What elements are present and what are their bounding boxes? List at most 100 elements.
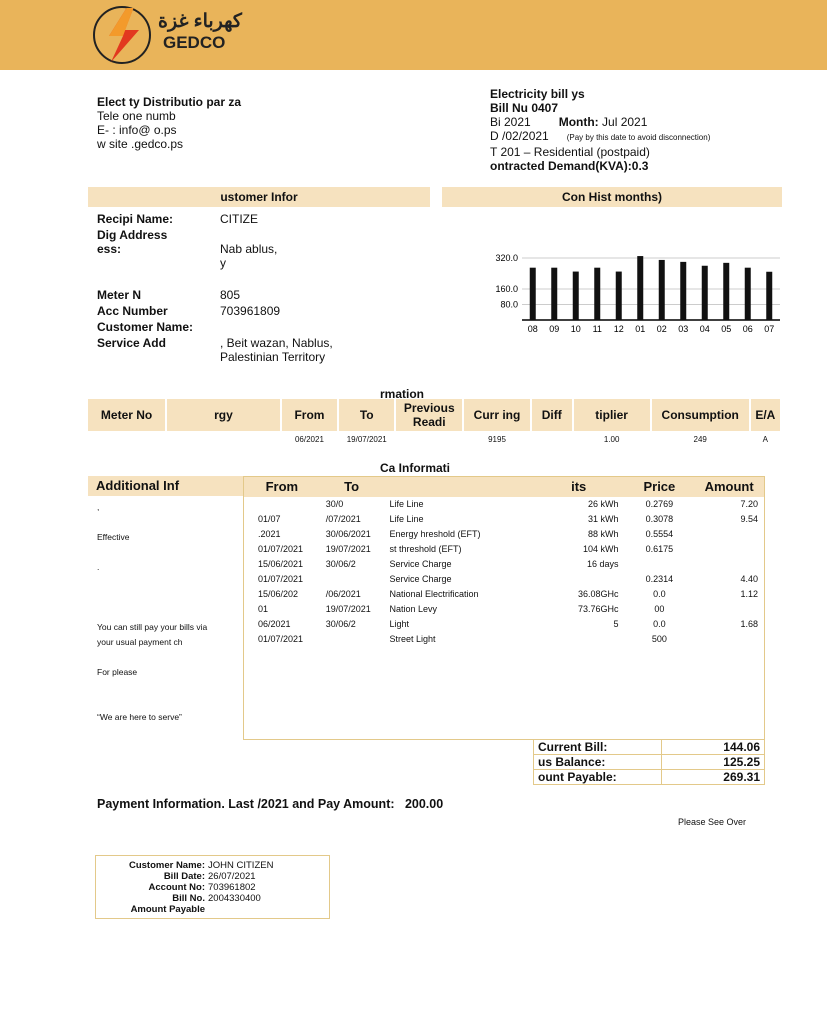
meter-col-header: To: [338, 399, 397, 431]
x-tick-label: 09: [549, 324, 559, 334]
charge-cell: 01: [258, 604, 269, 614]
month-label: Month:: [558, 115, 599, 129]
summary-value: 125.25: [661, 754, 765, 770]
charge-cell: 500: [651, 634, 667, 644]
summary-label: us Balance:: [533, 754, 662, 770]
bar-09: [551, 267, 558, 320]
meter-col-header: Curr ing: [463, 399, 532, 431]
consumption-chart: 80.0 160.0 320.0 08 09 10 11 12 01 02 03 04 05 06 07: [495, 253, 780, 334]
meter-col-header: rgy: [166, 399, 282, 431]
bill-summary: Current Bill: 144.06 us Balance: 125.25 ou…: [533, 739, 765, 785]
customer-row: Recipi Name: CITIZE: [97, 212, 397, 226]
stub-row: Bill Date: 26/07/2021: [104, 871, 321, 882]
charge-row: 01/07 /07/2021 Life Line 31 kWh 0.3078 9.54: [244, 512, 764, 527]
charge-cell: [694, 527, 764, 542]
summary-row: ount Payable: 269.31: [533, 769, 765, 785]
customer-row: Acc Number 703961809: [97, 304, 397, 318]
last-payment-amount: 200.00: [404, 797, 444, 811]
due-date: D /02/2021: [490, 129, 549, 143]
meter-cell: 1.00: [603, 435, 620, 444]
bill-info: Electricity bill ys Bill Nu 0407 Bi 2021…: [490, 87, 790, 173]
consumption-history-header: Con Hist months): [442, 187, 782, 207]
charge-cell: 15/06/2021: [258, 559, 304, 569]
charge-cell: 01/07/2021: [258, 634, 304, 644]
charge-cell: 30/06/2021: [325, 529, 371, 539]
charge-cell: Life Line: [389, 499, 424, 509]
charge-cell: 88 kWh: [588, 529, 619, 539]
meter-col-header: Diff: [530, 399, 574, 431]
charge-cell: 0.0: [653, 589, 666, 599]
summary-row: Current Bill: 144.06: [533, 739, 765, 755]
info-note: .: [97, 562, 100, 572]
y-tick-label: 160.0: [495, 284, 518, 294]
charge-cell: 0.6175: [645, 544, 674, 554]
x-tick-label: 02: [657, 324, 667, 334]
stub-row: Amount Payable: [104, 904, 321, 915]
stub-label: Bill Date:: [163, 871, 205, 882]
customer-row: Customer Name:: [97, 320, 397, 334]
meter-cell: A: [762, 435, 769, 444]
payment-text: Payment Information. Last /2021 and Pay …: [97, 797, 395, 811]
info-note: “We are here to serve”: [97, 712, 182, 722]
bill-number: Bill Nu 0407: [490, 101, 559, 115]
charge-cell: 36.08GHc: [578, 589, 619, 599]
meter-col-header: Previous Readi: [395, 399, 465, 431]
charge-cell: [252, 497, 320, 512]
meter-cell: 19/07/2021: [346, 435, 387, 444]
customer-value: Nab ablus,: [220, 242, 278, 256]
stub-value: 703961802: [208, 882, 256, 893]
meter-cell: 249: [693, 435, 707, 444]
y-tick-label: 320.0: [495, 253, 518, 263]
charge-cell: 0.0: [653, 619, 666, 629]
charge-cell: /07/2021: [325, 514, 361, 524]
stub-value: 2004330400: [208, 893, 261, 904]
charge-cell: [320, 572, 384, 587]
x-tick-label: 12: [614, 324, 624, 334]
tariff: T 201 – Residential (postpaid): [490, 145, 650, 159]
charges-col-header: Price: [643, 479, 676, 494]
info-note: your usual payment ch: [97, 637, 183, 647]
charge-cell: 01/07/2021: [258, 544, 304, 554]
stub-label: Bill No.: [172, 893, 205, 904]
meter-col-header: tiplier: [572, 399, 652, 431]
meter-cell: [531, 431, 573, 448]
charges-col-header: [383, 477, 532, 497]
charge-row: 15/06/202 /06/2021 National Electrificati…: [244, 587, 764, 602]
bill-title: Electricity bill ys: [490, 87, 585, 101]
charges-table: From To its Price Amount 30/0 Life Line 26 kW…: [243, 476, 765, 740]
charge-cell: 0.2769: [645, 499, 674, 509]
charges-col-header: From: [265, 479, 299, 494]
charge-cell: .2021: [258, 529, 281, 539]
logo-text: GEDCO: [163, 33, 226, 52]
logo-text-arabic: كهرباء غزة: [158, 11, 242, 32]
company-name: Elect ty Distributio par za: [97, 95, 242, 109]
info-note: For please: [97, 667, 138, 677]
meter-col-header: Consumption: [650, 399, 751, 431]
charge-cell: 31 kWh: [588, 514, 619, 524]
due-note: (Pay by this date to avoid disconnection…: [566, 133, 711, 142]
header-banner: كهرباء غزة GEDCO: [0, 0, 827, 70]
customer-row: y: [97, 256, 397, 270]
x-tick-label: 06: [743, 324, 753, 334]
charge-cell: /06/2021: [325, 589, 361, 599]
month-value: Jul 2021: [602, 115, 648, 129]
charge-cell: 0.2314: [645, 574, 674, 584]
payment-stub: Customer Name: JOHN CITIZEN Bill Date: 26/0…: [95, 855, 330, 919]
charge-row: 01 19/07/2021 Nation Levy 73.76GHc 00: [244, 602, 764, 617]
please-see-over: Please See Over: [678, 817, 747, 827]
summary-label: ount Payable:: [533, 769, 662, 785]
bar-02: [658, 259, 665, 320]
charge-row: 30/0 Life Line 26 kWh 0.2769 7.20: [244, 497, 764, 512]
meter-cell: [88, 431, 166, 448]
bar-12: [615, 271, 622, 320]
stub-row: Account No: 703961802: [104, 882, 321, 893]
customer-label: Recipi Name:: [97, 212, 174, 226]
x-tick-label: 05: [721, 324, 731, 334]
company-info: Elect ty Distributio par za Tele one num…: [97, 95, 241, 151]
charge-cell: 1.68: [740, 619, 758, 629]
x-tick-label: 08: [528, 324, 538, 334]
bar-08: [529, 267, 536, 320]
customer-row: Palestinian Territory: [97, 350, 397, 364]
customer-value: y: [220, 256, 226, 270]
phone: Tele one numb: [97, 109, 176, 123]
